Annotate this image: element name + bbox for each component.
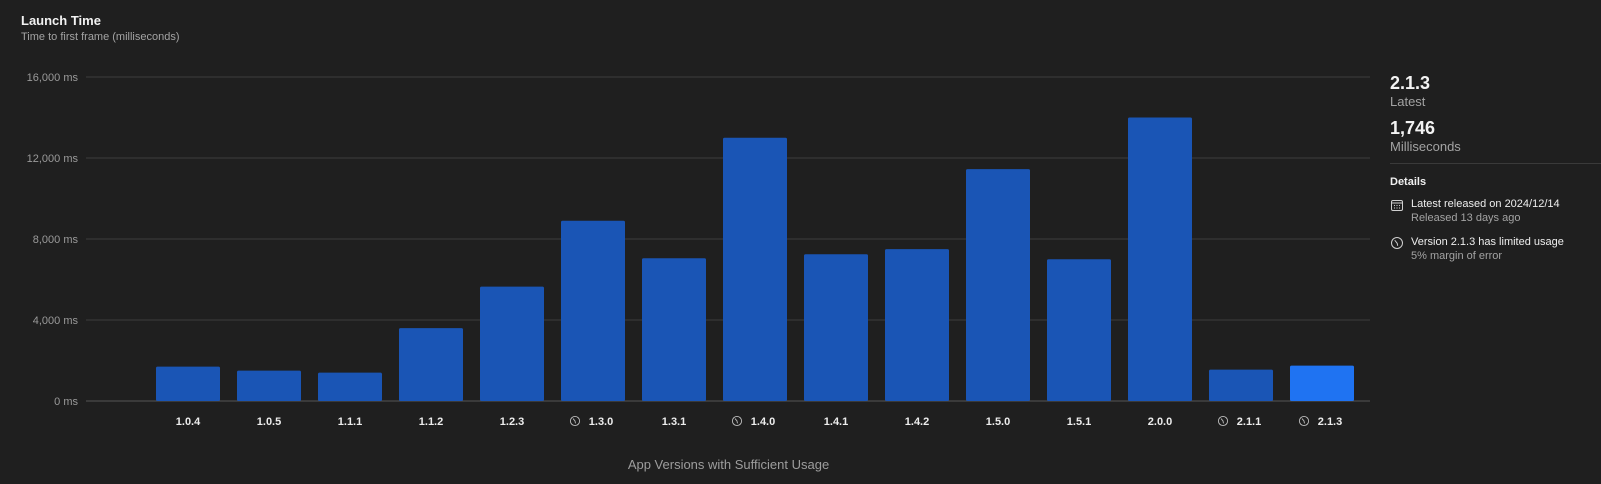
bar-2.1.3[interactable] — [1290, 365, 1354, 401]
x-tick-label: 1.0.4 — [176, 416, 201, 428]
x-tick-label: 1.4.1 — [824, 416, 848, 428]
bar-1.4.1[interactable] — [804, 254, 868, 401]
summary-panel: 2.1.3 Latest 1,746 Milliseconds Details … — [1390, 72, 1601, 273]
bar-1.4.2[interactable] — [885, 249, 949, 401]
launch-time-bar-chart: 0 ms 4,000 ms 8,000 ms 12,000 ms 16,000 ms 1.… — [27, 72, 1370, 428]
bar-2.1.1[interactable] — [1209, 369, 1273, 401]
y-tick-label: 0 ms — [54, 396, 78, 408]
x-tick-label: 1.5.1 — [1067, 416, 1091, 428]
bar-2.0.0[interactable] — [1128, 117, 1192, 402]
detail-release-subtitle: Released 13 days ago — [1411, 212, 1521, 224]
latest-launch-time-unit: Milliseconds — [1390, 139, 1461, 154]
limited-usage-icon — [1391, 237, 1403, 249]
y-tick-label: 8,000 ms — [33, 234, 79, 246]
detail-release-date: Latest released on 2024/12/14 Released 1… — [1390, 197, 1601, 225]
limited-usage-icon — [569, 415, 581, 427]
bar-1.1.1[interactable] — [318, 372, 382, 401]
summary-divider — [1390, 163, 1601, 164]
x-tick-label: 1.1.2 — [419, 416, 443, 428]
limited-usage-icon — [1217, 415, 1229, 427]
x-tick-label: 1.3.0 — [589, 416, 613, 428]
bar-1.2.3[interactable] — [480, 286, 544, 401]
detail-release-title: Latest released on 2024/12/14 — [1411, 198, 1560, 210]
chart-subtitle: Time to first frame (milliseconds) — [21, 31, 180, 43]
latest-version-label: Latest — [1390, 94, 1426, 109]
detail-usage-title: Version 2.1.3 has limited usage — [1411, 236, 1564, 248]
x-tick-label: 2.0.0 — [1148, 416, 1172, 428]
x-tick-label: 1.2.3 — [500, 416, 524, 428]
y-tick-label: 12,000 ms — [27, 153, 79, 165]
x-tick-label: 1.1.1 — [338, 416, 362, 428]
bar-1.3.1[interactable] — [642, 258, 706, 401]
x-axis-label: App Versions with Sufficient Usage — [627, 457, 830, 472]
limited-usage-icon — [1298, 415, 1310, 427]
detail-limited-usage: Version 2.1.3 has limited usage 5% margi… — [1390, 235, 1601, 263]
x-tick-label: 2.1.3 — [1318, 416, 1342, 428]
x-tick-label: 1.4.2 — [905, 416, 929, 428]
chart-title: Launch Time — [21, 13, 101, 28]
bar-1.5.0[interactable] — [966, 169, 1030, 401]
calendar-icon — [1391, 200, 1403, 211]
bar-1.5.1[interactable] — [1047, 259, 1111, 401]
bar-1.1.2[interactable] — [399, 328, 463, 401]
bar-1.0.4[interactable] — [156, 366, 220, 401]
x-tick-label: 2.1.1 — [1237, 416, 1261, 428]
bar-1.0.5[interactable] — [237, 370, 301, 401]
x-tick-label: 1.0.5 — [257, 416, 281, 428]
limited-usage-icon — [731, 415, 743, 427]
x-tick-label: 1.4.0 — [751, 416, 775, 428]
latest-launch-time-value: 1,746 — [1390, 118, 1436, 138]
bar-1.4.0[interactable] — [723, 137, 787, 401]
details-heading: Details — [1390, 176, 1427, 188]
x-tick-label: 1.5.0 — [986, 416, 1010, 428]
y-tick-label: 16,000 ms — [27, 72, 79, 84]
latest-version-value: 2.1.3 — [1390, 73, 1431, 93]
bar-1.3.0[interactable] — [561, 220, 625, 401]
x-tick-label: 1.3.1 — [662, 416, 686, 428]
detail-usage-subtitle: 5% margin of error — [1411, 250, 1503, 262]
y-tick-label: 4,000 ms — [33, 315, 79, 327]
